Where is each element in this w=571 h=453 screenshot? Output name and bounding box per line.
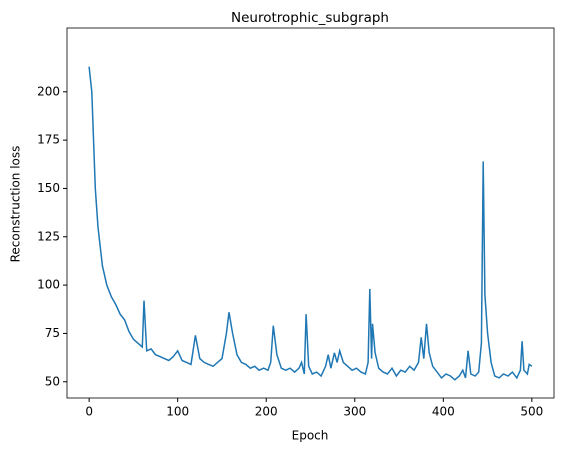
y-tick-label: 75 [45, 326, 60, 340]
x-tick-label: 500 [520, 405, 543, 419]
y-tick-label: 175 [37, 133, 60, 147]
x-tick-label: 400 [432, 405, 455, 419]
x-tick-label: 200 [255, 405, 278, 419]
x-tick-label: 300 [343, 405, 366, 419]
data-line [88, 66, 533, 381]
plot-frame [66, 27, 555, 399]
x-tick-label: 0 [85, 405, 93, 419]
chart-title: Neurotrophic_subgraph [231, 10, 389, 26]
y-tick-label: 150 [37, 181, 60, 195]
y-tick-label: 50 [45, 374, 60, 388]
y-tick-label: 125 [37, 229, 60, 243]
x-axis-label: Epoch [292, 429, 329, 443]
x-tick-label: 100 [166, 405, 189, 419]
y-axis-label: Reconstruction loss [9, 146, 23, 263]
y-tick-label: 200 [37, 84, 60, 98]
y-tick-label: 100 [37, 278, 60, 292]
